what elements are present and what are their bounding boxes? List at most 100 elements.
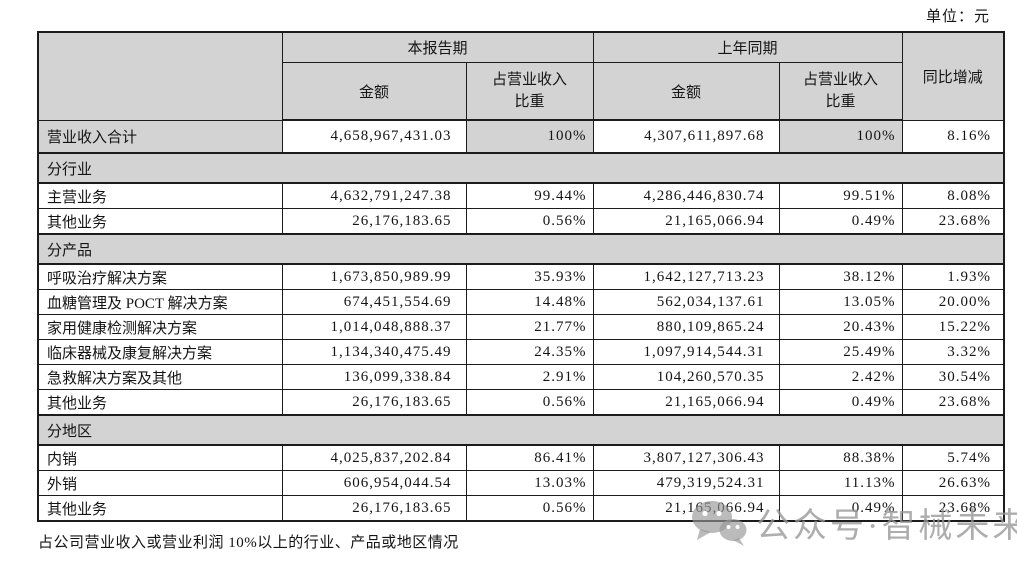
cell-pct-current: 14.48%: [465, 289, 594, 315]
row-home-health-monitoring: 家用健康检测解决方案 1,014,048,888.37 21.77% 880,1…: [37, 314, 1005, 340]
cell-label: 营业收入合计: [37, 119, 283, 154]
corner-cell: [37, 31, 283, 121]
cell-pct-prior: 0.49%: [778, 495, 903, 522]
cell-amount-prior: 1,097,914,544.31: [592, 339, 780, 365]
header-sub-row: 金额 占营业收入 比重 金额 占营业收入 比重: [38, 62, 1004, 121]
cell-yoy: 5.74%: [901, 444, 1005, 471]
cell-yoy: 8.16%: [901, 119, 1005, 154]
cell-label: 其他业务: [37, 495, 283, 522]
cell-yoy: 26.63%: [901, 470, 1005, 496]
cell-pct-prior: 38.12%: [778, 263, 903, 290]
col-group-prior-period: 上年同期: [592, 31, 903, 63]
revenue-breakdown-table: 本报告期 上年同期 同比增减 金额 占营业收入 比重 金额 占营业收入 比重 营…: [37, 31, 1006, 522]
cell-pct-prior: 2.42%: [778, 364, 903, 390]
cell-yoy: 23.68%: [901, 389, 1005, 416]
col-header-amount-current: 金额: [281, 62, 467, 121]
cell-yoy: 20.00%: [901, 289, 1005, 315]
row-glucose-poct: 血糖管理及 POCT 解决方案 674,451,554.69 14.48% 56…: [37, 289, 1005, 315]
cell-amount-current: 4,632,791,247.38: [281, 182, 467, 209]
cell-amount-current: 674,451,554.69: [281, 289, 467, 315]
cell-amount-prior: 562,034,137.61: [592, 289, 780, 315]
col-header-yoy: 同比增减: [901, 31, 1005, 121]
cell-yoy: 23.68%: [901, 495, 1005, 522]
cell-amount-current: 4,658,967,431.03: [281, 119, 467, 154]
cell-label: 急救解决方案及其他: [37, 364, 283, 390]
cell-pct-current: 99.44%: [465, 182, 594, 209]
cell-amount-current: 1,673,850,989.99: [281, 263, 467, 290]
cell-label: 临床器械及康复解决方案: [37, 339, 283, 365]
section-label: 分产品: [37, 233, 1005, 265]
cell-amount-current: 26,176,183.65: [281, 389, 467, 416]
cell-pct-current: 0.56%: [465, 389, 594, 416]
row-export-sales: 外销 606,954,044.54 13.03% 479,319,524.31 …: [37, 470, 1005, 496]
cell-pct-prior: 25.49%: [778, 339, 903, 365]
cell-pct-current: 35.93%: [465, 263, 594, 290]
cell-amount-prior: 3,807,127,306.43: [592, 444, 780, 471]
cell-label: 血糖管理及 POCT 解决方案: [37, 289, 283, 315]
cell-pct-prior: 11.13%: [778, 470, 903, 496]
cell-amount-prior: 4,286,446,830.74: [592, 182, 780, 209]
row-respiratory-therapy: 呼吸治疗解决方案 1,673,850,989.99 35.93% 1,642,1…: [37, 263, 1005, 290]
cell-yoy: 23.68%: [901, 208, 1005, 235]
cell-amount-current: 136,099,338.84: [281, 364, 467, 390]
cell-pct-prior: 88.38%: [778, 444, 903, 471]
cell-pct-prior: 0.49%: [778, 389, 903, 416]
cell-pct-current: 13.03%: [465, 470, 594, 496]
cell-amount-current: 4,025,837,202.84: [281, 444, 467, 471]
cell-amount-current: 26,176,183.65: [281, 208, 467, 235]
cell-amount-prior: 880,109,865.24: [592, 314, 780, 340]
cell-yoy: 8.08%: [901, 182, 1005, 209]
cell-pct-current: 0.56%: [465, 495, 594, 522]
row-clinical-rehab: 临床器械及康复解决方案 1,134,340,475.49 24.35% 1,09…: [37, 339, 1005, 365]
cell-amount-prior: 21,165,066.94: [592, 495, 780, 522]
row-domestic-sales: 内销 4,025,837,202.84 86.41% 3,807,127,306…: [37, 444, 1005, 471]
col-group-current-period: 本报告期: [281, 31, 594, 63]
cell-amount-current: 1,014,048,888.37: [281, 314, 467, 340]
section-label: 分地区: [37, 414, 1005, 446]
cell-yoy: 3.32%: [901, 339, 1005, 365]
cell-yoy: 30.54%: [901, 364, 1005, 390]
cell-label: 外销: [37, 470, 283, 496]
row-total-revenue: 营业收入合计 4,658,967,431.03 100% 4,307,611,8…: [37, 119, 1005, 154]
row-other-business-industry: 其他业务 26,176,183.65 0.56% 21,165,066.94 0…: [37, 208, 1005, 235]
row-section-by-industry: 分行业: [37, 152, 1005, 184]
row-section-by-region: 分地区: [37, 414, 1005, 446]
row-other-business-region: 其他业务 26,176,183.65 0.56% 21,165,066.94 0…: [37, 495, 1005, 522]
cell-label: 其他业务: [37, 389, 283, 416]
cell-amount-prior: 21,165,066.94: [592, 208, 780, 235]
cell-pct-current: 0.56%: [465, 208, 594, 235]
row-emergency-other: 急救解决方案及其他 136,099,338.84 2.91% 104,260,5…: [37, 364, 1005, 390]
cell-pct-current: 24.35%: [465, 339, 594, 365]
cell-pct-prior: 13.05%: [778, 289, 903, 315]
unit-label: 单位：元: [925, 9, 990, 25]
cell-amount-current: 26,176,183.65: [281, 495, 467, 522]
cell-amount-prior: 479,319,524.31: [592, 470, 780, 496]
row-section-by-product: 分产品: [37, 233, 1005, 265]
cell-label: 内销: [37, 444, 283, 471]
cell-yoy: 15.22%: [901, 314, 1005, 340]
header-group-row: 本报告期 上年同期 同比增减: [37, 31, 1005, 121]
cell-pct-prior: 20.43%: [778, 314, 903, 340]
cell-pct-current: 21.77%: [465, 314, 594, 340]
col-header-pct-prior: 占营业收入 比重: [778, 62, 903, 121]
col-header-pct-current: 占营业收入 比重: [465, 62, 594, 121]
cell-amount-current: 1,134,340,475.49: [281, 339, 467, 365]
row-main-business: 主营业务 4,632,791,247.38 99.44% 4,286,446,8…: [37, 182, 1005, 209]
cell-pct-current: 2.91%: [465, 364, 594, 390]
cell-amount-prior: 104,260,570.35: [592, 364, 780, 390]
cell-label: 主营业务: [37, 182, 283, 209]
cell-pct-prior: 100%: [778, 119, 903, 154]
cell-pct-prior: 99.51%: [778, 182, 903, 209]
cell-yoy: 1.93%: [901, 263, 1005, 290]
cell-amount-prior: 4,307,611,897.68: [592, 119, 780, 154]
cell-pct-current: 100%: [465, 119, 594, 154]
row-other-business-product: 其他业务 26,176,183.65 0.56% 21,165,066.94 0…: [37, 389, 1005, 416]
cell-label: 其他业务: [37, 208, 283, 235]
section-label: 分行业: [37, 152, 1005, 184]
cell-pct-prior: 0.49%: [778, 208, 903, 235]
cell-amount-prior: 1,642,127,713.23: [592, 263, 780, 290]
cell-label: 呼吸治疗解决方案: [37, 263, 283, 290]
cell-label: 家用健康检测解决方案: [37, 314, 283, 340]
cell-amount-prior: 21,165,066.94: [592, 389, 780, 416]
